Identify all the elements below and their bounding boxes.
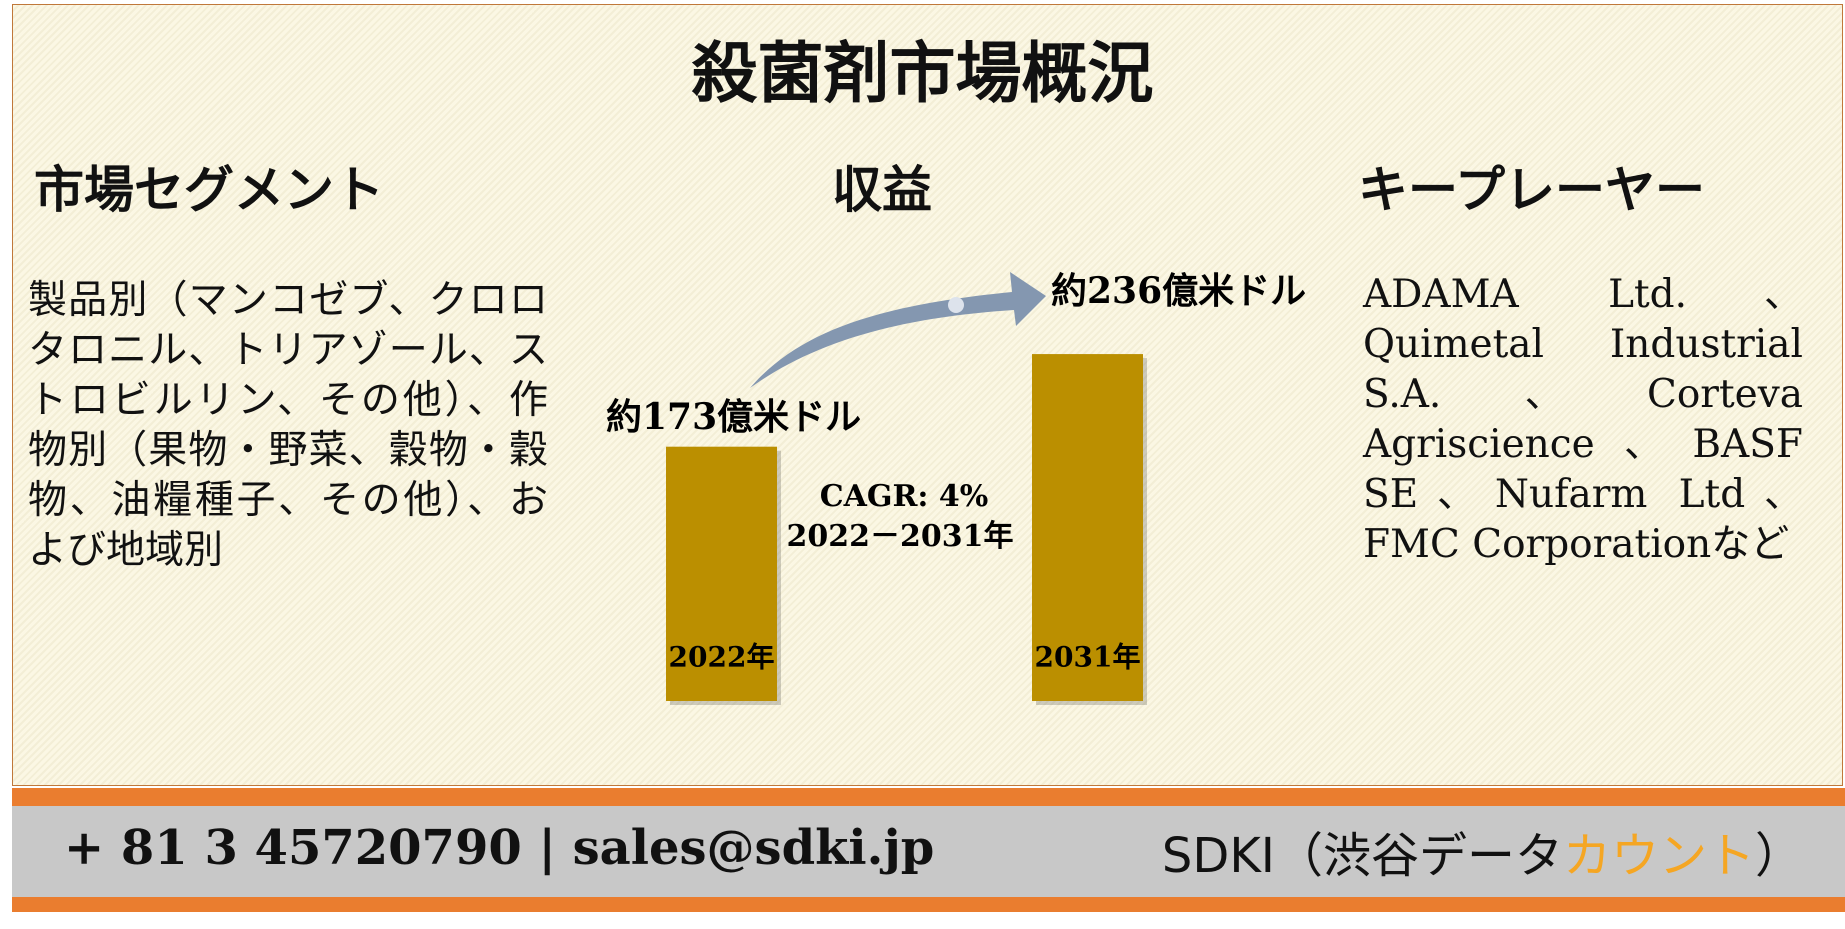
cagr: CAGR: 4% xyxy=(820,479,989,514)
footer-band xyxy=(12,788,1845,806)
footer-band xyxy=(12,897,1845,912)
period: 2022－2031年 xyxy=(787,519,1014,554)
brand-name: SDKI（渋谷データ xyxy=(1161,828,1563,884)
panel xyxy=(12,4,1843,786)
year-label: 2031年 xyxy=(1035,641,1141,674)
revenue-heading: 収益 xyxy=(832,160,932,219)
brand-end: ） xyxy=(1754,828,1803,884)
players-body: ADAMA Ltd.、Quimetal Industrial S.A.、Cort… xyxy=(1363,272,1803,567)
year-label: 2022年 xyxy=(669,641,775,674)
bar xyxy=(1032,354,1143,701)
brand-highlight: カウント xyxy=(1562,828,1755,884)
revenue-chart: CAGR: 4% 2022－2031年 2022年 約173億米ドル 2031年 約2… xyxy=(606,270,1306,705)
title: 殺菌剤市場概況 xyxy=(691,34,1154,112)
players-heading: キープレーヤー xyxy=(1358,160,1705,219)
segments-heading: 市場セグメント xyxy=(34,160,384,219)
segments-body: 製品別（マンコゼブ、クロロタロニル、トリアゾール、ストロビルリン、その他）、作物… xyxy=(28,278,548,573)
value-label: 約173億米ドル xyxy=(606,396,861,438)
bar xyxy=(666,446,777,701)
growth-arrow xyxy=(750,272,1046,388)
footer xyxy=(12,806,1845,897)
value-label: 約236億米ドル xyxy=(1051,270,1306,312)
brand: SDKI（渋谷データカウント） xyxy=(1162,816,1803,886)
arrow-dot xyxy=(948,297,964,313)
contact: + 81 3 45720790 | sales@sdki.jp xyxy=(64,820,935,876)
